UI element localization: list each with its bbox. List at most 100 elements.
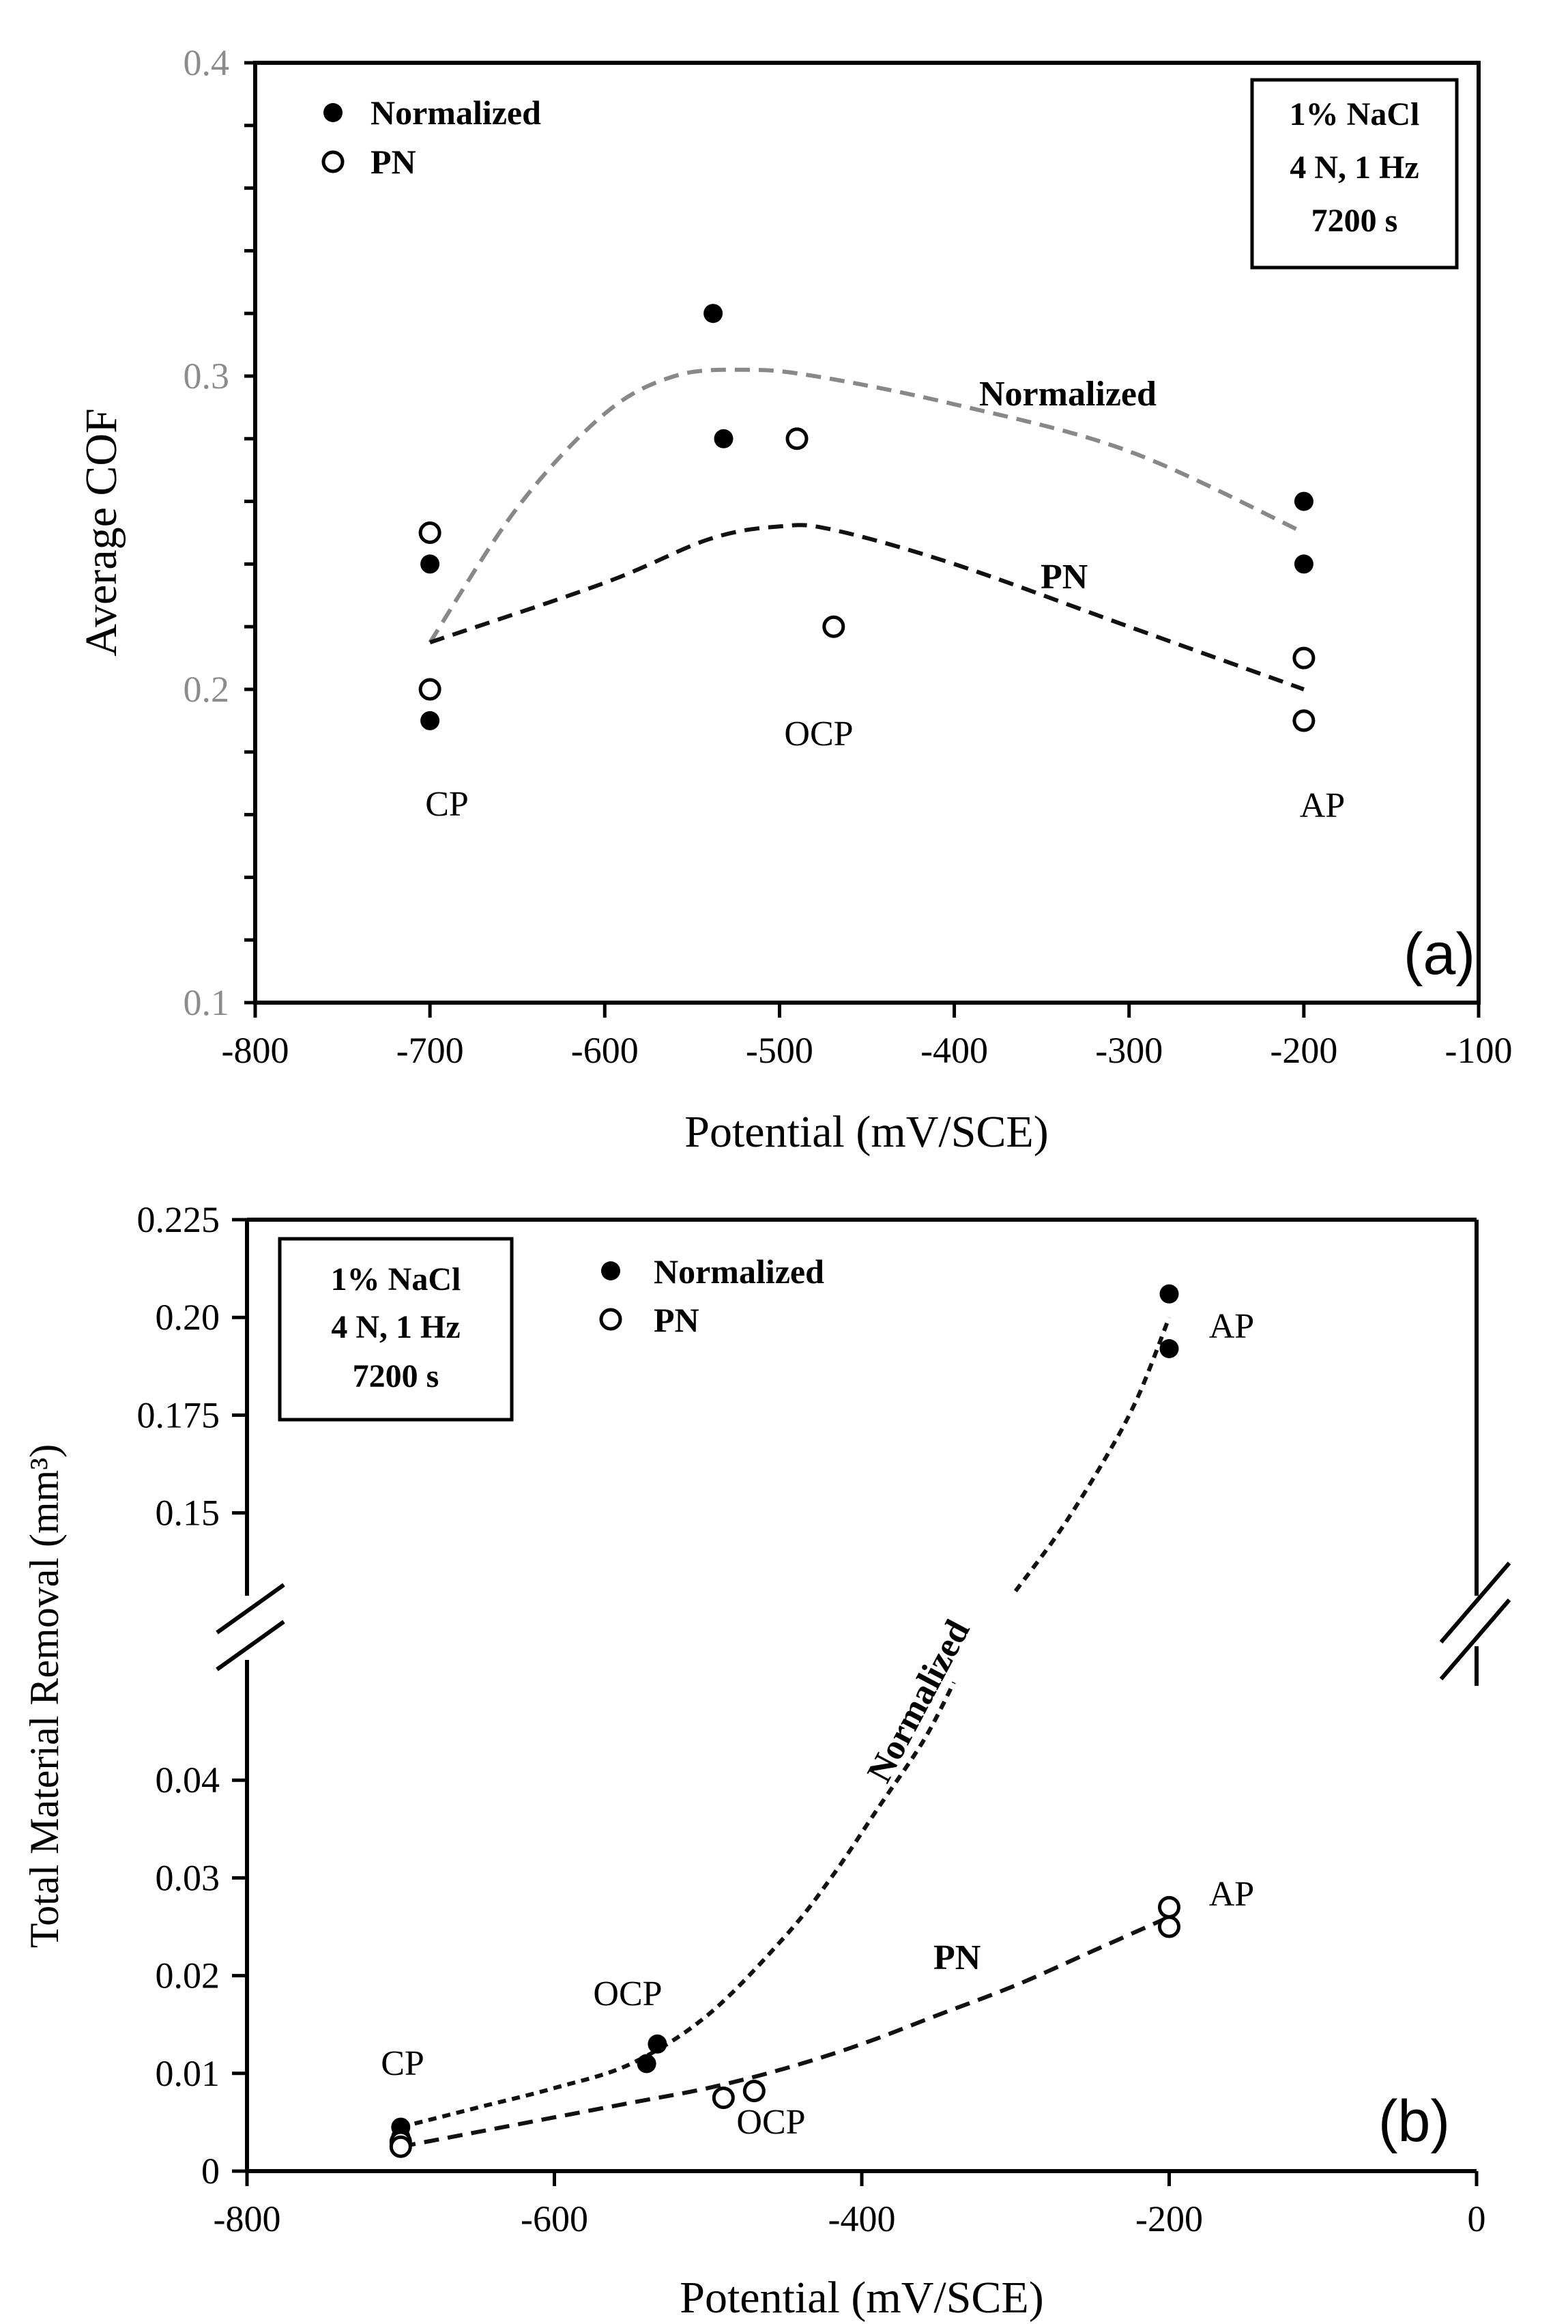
a-y-tick-label: 0.1 bbox=[184, 982, 230, 1023]
b-y-tick-label: 0.15 bbox=[156, 1493, 220, 1534]
a-axis-ticks bbox=[244, 61, 1481, 1018]
a-x-tick-label: -800 bbox=[222, 1030, 289, 1071]
b-y-tick-label: 0.225 bbox=[137, 1199, 220, 1240]
b-trend-line-pn bbox=[400, 1914, 1170, 2149]
a-y-axis-label: Average COF bbox=[76, 408, 126, 657]
a-y-tick-label: 0.3 bbox=[184, 356, 230, 397]
b-trend-line-normalized-upper bbox=[1013, 1317, 1172, 1592]
a-legend-normalized-marker bbox=[323, 103, 343, 122]
a-point-normalized bbox=[420, 711, 440, 730]
b-trend-line-normalized-lower bbox=[400, 1681, 956, 2129]
a-point-pn bbox=[418, 521, 441, 544]
a-trend-label-pn: PN bbox=[1041, 558, 1088, 597]
b-legend-normalized-label: Normalized bbox=[654, 1252, 824, 1291]
b-point-pn bbox=[1158, 1915, 1180, 1938]
b-tick-labels: -800 -600 -400 -200 0 0 0.01 0.02 0.03 0.04 0.15 0.… bbox=[137, 1199, 1486, 2239]
b-point-normalized bbox=[1159, 1339, 1179, 1358]
a-y-tick-label: 0.4 bbox=[184, 42, 230, 83]
a-point-normalized bbox=[703, 304, 723, 324]
b-legend-pn-marker bbox=[599, 1308, 622, 1331]
a-x-axis-label: Potential (mV/SCE) bbox=[684, 1107, 1048, 1157]
a-y-tick-label: 0.2 bbox=[184, 669, 230, 710]
b-annotation-ap-pn: AP bbox=[1209, 1875, 1254, 1914]
a-condition-line-3: 7200 s bbox=[1311, 203, 1398, 239]
a-x-tick-label: -500 bbox=[746, 1030, 813, 1071]
a-point-pn bbox=[822, 615, 845, 638]
b-point-normalized bbox=[648, 2034, 667, 2054]
b-condition-line-2: 4 N, 1 Hz bbox=[331, 1309, 460, 1345]
a-tick-labels: -800 -700 -600 -500 -400 -300 -200 -100 0.1 0.2 0.… bbox=[184, 42, 1513, 1071]
a-condition-line-2: 4 N, 1 Hz bbox=[1290, 149, 1419, 186]
b-legend-normalized-marker bbox=[601, 1261, 620, 1280]
a-plot-frame bbox=[253, 61, 1481, 1005]
a-annotation-cp: CP bbox=[425, 785, 469, 824]
b-y-tick-label: 0.03 bbox=[156, 1857, 220, 1898]
b-axis-break-left bbox=[216, 1583, 285, 1672]
b-trend-label-pn: PN bbox=[933, 1938, 981, 1977]
b-point-normalized bbox=[1159, 1284, 1179, 1304]
b-y-tick-label: 0.04 bbox=[156, 1760, 220, 1801]
b-condition-line-1: 1% NaCl bbox=[331, 1261, 461, 1297]
a-point-normalized bbox=[1294, 554, 1313, 574]
b-point-normalized bbox=[637, 2054, 656, 2074]
b-point-pn bbox=[742, 2080, 766, 2103]
a-data-points bbox=[418, 304, 1316, 732]
a-condition-line-1: 1% NaCl bbox=[1290, 96, 1420, 132]
a-x-tick-label: -600 bbox=[571, 1030, 639, 1071]
a-legend-normalized-label: Normalized bbox=[371, 94, 541, 132]
panel-a: -800 -700 -600 -500 -400 -300 -200 -100 0.1 0.2 0.… bbox=[76, 42, 1512, 1157]
a-conditions-box bbox=[1250, 78, 1459, 270]
a-annotation-ocp: OCP bbox=[784, 715, 853, 754]
b-point-pn bbox=[712, 2086, 735, 2110]
b-annotation-cp: CP bbox=[381, 2044, 424, 2083]
a-trend-line-pn bbox=[429, 523, 1305, 691]
panel-b: -800 -600 -400 -200 0 0 0.01 0.02 0.03 0.04 0.15 0.… bbox=[22, 1199, 1511, 2323]
a-panel-label: (a) bbox=[1404, 921, 1475, 987]
b-data-points bbox=[389, 1284, 1180, 2158]
a-legend-pn-marker bbox=[321, 150, 345, 173]
a-x-tick-label: -100 bbox=[1445, 1030, 1513, 1071]
b-y-axis-label: Total Material Removal (mm³) bbox=[22, 1444, 67, 1949]
a-x-tick-label: -300 bbox=[1095, 1030, 1163, 1071]
b-y-tick-label: 0.175 bbox=[137, 1394, 220, 1435]
a-x-tick-label: -200 bbox=[1270, 1030, 1337, 1071]
b-annotation-ocp-pn: OCP bbox=[736, 2103, 805, 2142]
b-x-tick-label: 0 bbox=[1468, 2198, 1486, 2239]
b-legend-pn-label: PN bbox=[654, 1301, 699, 1339]
a-point-pn bbox=[785, 427, 809, 450]
a-point-normalized bbox=[714, 429, 734, 448]
b-axis-break-right bbox=[1439, 1562, 1511, 1680]
b-annotation-ocp-normalized: OCP bbox=[593, 1975, 662, 2013]
b-trend-lines bbox=[400, 1317, 1172, 2149]
b-x-tick-label: -200 bbox=[1135, 2198, 1203, 2239]
a-point-normalized bbox=[420, 554, 440, 574]
a-x-tick-label: -700 bbox=[396, 1030, 464, 1071]
b-x-tick-label: -600 bbox=[521, 2198, 588, 2239]
b-axis-ticks bbox=[232, 1218, 1479, 2186]
b-panel-label: (b) bbox=[1378, 2089, 1450, 2154]
a-legend-pn-label: PN bbox=[371, 143, 416, 181]
a-trend-label-normalized: Normalized bbox=[979, 375, 1157, 414]
b-point-pn bbox=[389, 2135, 412, 2158]
b-y-tick-label: 0.20 bbox=[156, 1297, 220, 1338]
b-x-axis-label: Potential (mV/SCE) bbox=[680, 2273, 1043, 2323]
a-point-normalized bbox=[1294, 491, 1313, 511]
a-trend-lines bbox=[428, 367, 1305, 691]
b-conditions-box bbox=[278, 1237, 514, 1422]
a-point-pn bbox=[1292, 646, 1316, 670]
b-x-tick-label: -400 bbox=[828, 2198, 896, 2239]
b-annotation-ap-normalized: AP bbox=[1209, 1307, 1254, 1346]
b-y-tick-label: 0.02 bbox=[156, 1955, 220, 1996]
b-point-pn bbox=[1158, 1895, 1180, 1919]
a-annotation-ap: AP bbox=[1300, 786, 1345, 825]
a-trend-line-normalized bbox=[428, 367, 1305, 644]
b-y-tick-label: 0.01 bbox=[156, 2053, 220, 2094]
a-point-pn bbox=[418, 678, 441, 701]
a-point-pn bbox=[1292, 709, 1316, 732]
b-y-tick-label: 0 bbox=[201, 2151, 220, 2192]
b-condition-line-3: 7200 s bbox=[353, 1358, 439, 1394]
a-x-tick-label: -400 bbox=[920, 1030, 988, 1071]
b-x-tick-label: -800 bbox=[214, 2198, 281, 2239]
